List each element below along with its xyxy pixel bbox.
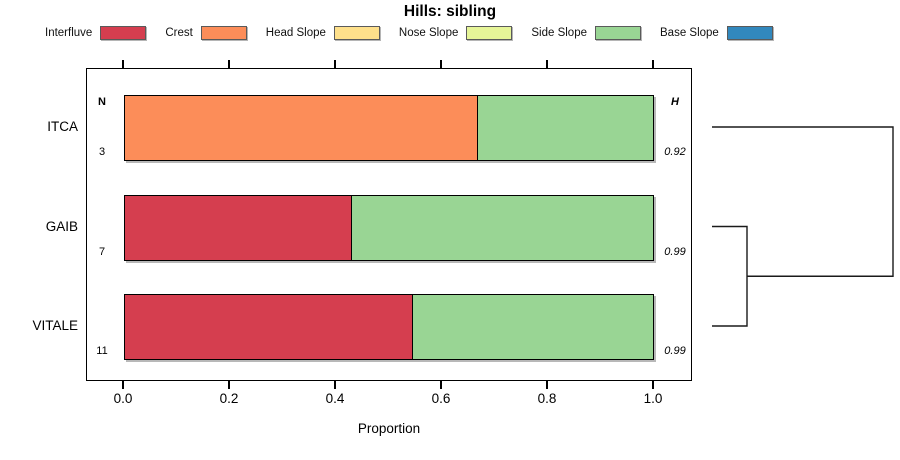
legend-swatch-interfluve-icon	[100, 25, 147, 40]
category-label-itca: ITCA	[47, 119, 78, 134]
h-value-vitale: 0.99	[664, 345, 686, 357]
legend-label-nose-slope: Nose Slope	[398, 26, 459, 39]
x-axis-title: Proportion	[357, 421, 421, 436]
chart-title: Hills: sibling	[403, 3, 497, 20]
bottom-axis-tick	[440, 381, 442, 389]
legend-swatch-base-slope-icon	[726, 25, 773, 40]
bottom-axis-tick	[228, 381, 230, 389]
legend-item-side-slope: Side Slope	[531, 25, 641, 40]
bar-itca	[124, 95, 654, 161]
bar-segment-side-slope	[476, 96, 653, 160]
legend-label-interfluve: Interfluve	[45, 26, 93, 39]
plot-area: N H 3 0.92 7 0.99 11 0.99	[86, 68, 692, 381]
bar-segment-crest	[125, 96, 477, 160]
bar-segment-side-slope	[351, 195, 653, 260]
top-axis-tick	[228, 60, 230, 68]
top-axis-tick	[440, 60, 442, 68]
bottom-axis-tick	[122, 381, 124, 389]
x-tick-label: 0.6	[431, 391, 451, 406]
bottom-axis-tick	[546, 381, 548, 389]
x-tick-label: 0.8	[537, 391, 557, 406]
n-value-gaib: 7	[98, 245, 106, 258]
legend-item-head-slope: Head Slope	[265, 25, 380, 40]
legend-swatch-side-slope-icon	[595, 25, 641, 40]
n-value-vitale: 11	[96, 345, 108, 357]
legend-swatch-head-slope-icon	[333, 25, 380, 40]
bar-segment-interfluve	[125, 195, 352, 260]
bar-segment-side-slope	[412, 295, 653, 359]
legend-label-side-slope: Side Slope	[531, 26, 587, 39]
x-tick-label: 0.4	[325, 391, 345, 406]
legend-item-interfluve: Interfluve	[45, 25, 147, 40]
dendrogram-branch	[712, 225, 748, 327]
legend-item-crest: Crest	[165, 25, 247, 40]
top-axis-tick	[652, 60, 654, 68]
legend-label-base-slope: Base Slope	[660, 26, 719, 39]
top-axis-tick	[546, 60, 548, 68]
bar-segment-interfluve	[125, 295, 413, 359]
top-axis-tick	[122, 60, 124, 68]
legend-swatch-nose-slope-icon	[466, 25, 513, 40]
x-tick-label: 0.0	[113, 391, 133, 406]
dendrogram-branch	[712, 126, 894, 277]
x-tick-label: 0.2	[219, 391, 239, 406]
bar-gaib	[124, 194, 654, 261]
legend-item-nose-slope: Nose Slope	[398, 25, 513, 40]
legend-label-head-slope: Head Slope	[265, 26, 326, 39]
top-axis-tick	[334, 60, 336, 68]
legend-swatch-crest-icon	[200, 25, 247, 40]
x-tick-label: 1.0	[643, 391, 663, 406]
bottom-axis-tick	[334, 381, 336, 389]
legend: Interfluve Crest Head Slope Nose Slope S…	[45, 24, 773, 41]
h-value-itca: 0.92	[664, 146, 686, 158]
category-label-vitale: VITALE	[32, 318, 78, 333]
h-value-gaib: 0.99	[664, 245, 686, 258]
bottom-axis-tick	[652, 381, 654, 389]
n-value-itca: 3	[98, 146, 106, 158]
legend-item-base-slope: Base Slope	[660, 25, 773, 40]
legend-label-crest: Crest	[165, 26, 193, 39]
h-column-header: H	[671, 96, 679, 108]
bar-vitale	[124, 294, 654, 360]
n-column-header: N	[98, 96, 106, 108]
category-label-gaib: GAIB	[45, 218, 78, 234]
